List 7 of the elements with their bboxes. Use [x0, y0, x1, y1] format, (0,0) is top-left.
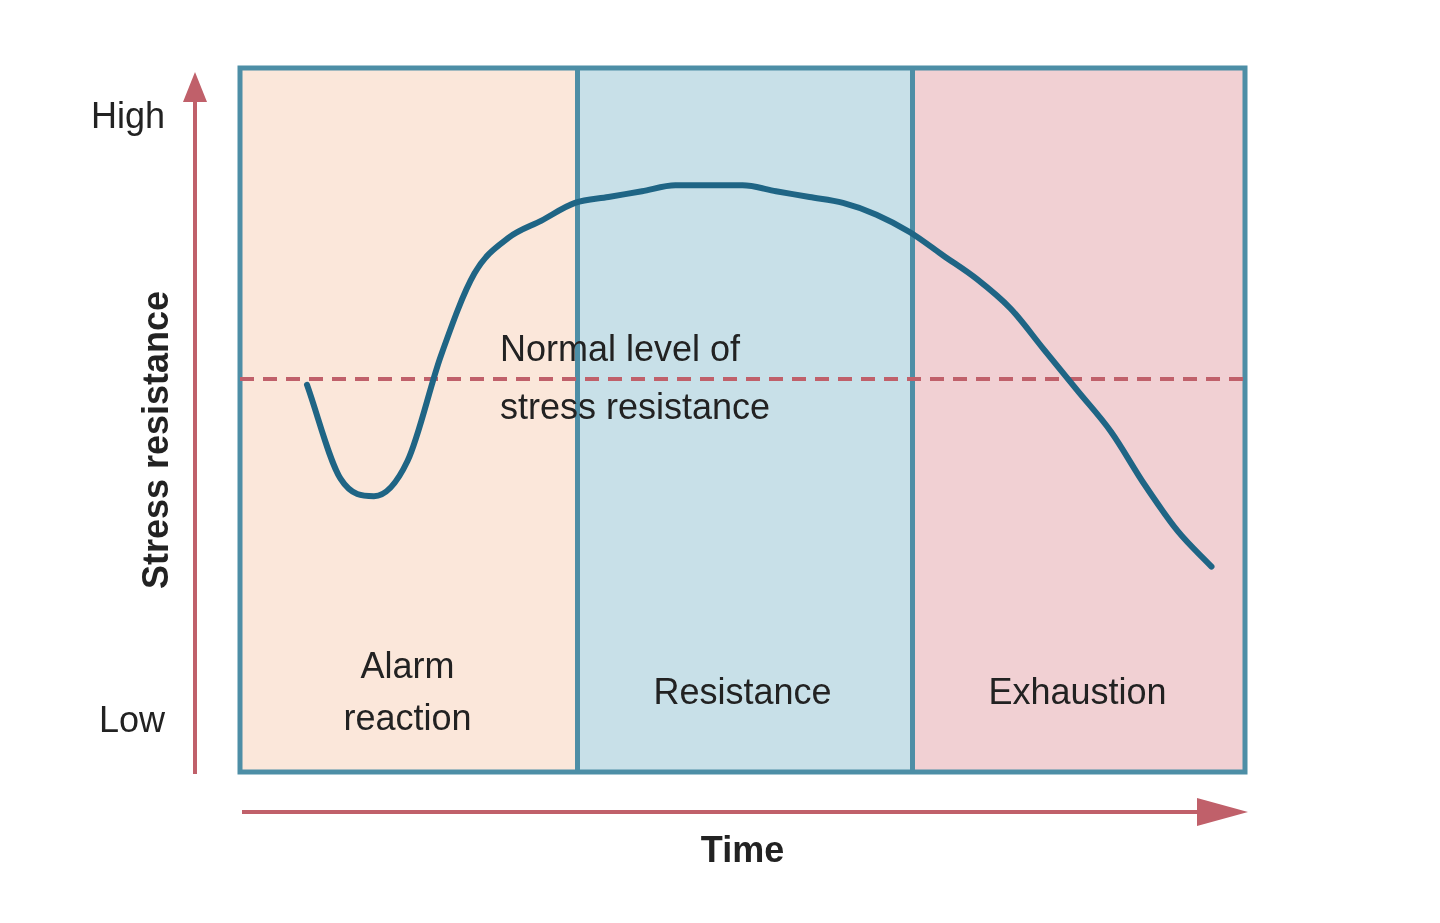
annotation: Alarm reaction — [343, 644, 472, 738]
x-axis-title: Time — [700, 828, 785, 870]
text: Low — [98, 698, 166, 740]
annotation: Exhaustion — [988, 670, 1167, 712]
y-axis-title: Stress resistance — [134, 290, 176, 590]
text: High — [90, 94, 165, 136]
annotation: Resistance — [653, 670, 832, 712]
